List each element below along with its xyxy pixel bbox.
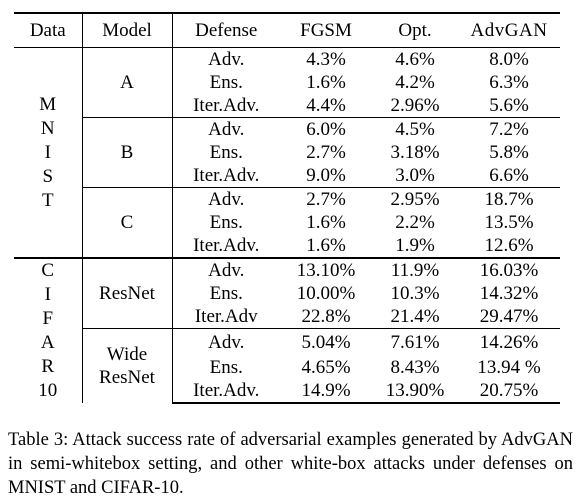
opt-cell: 3.18%	[390, 141, 440, 163]
header-row: Data Model Defense FGSM Opt. AdvGAN	[14, 13, 560, 48]
opt-cell: 4.2%	[395, 71, 435, 93]
table-row: Ens. 4.65% 8.43% 13.94 %	[14, 356, 560, 379]
header-advgan: AdvGAN	[470, 20, 548, 41]
advgan-cell: 14.26%	[458, 328, 560, 356]
dataset-name: C I F A R 10	[38, 260, 58, 401]
defense-cell: Iter.Adv.	[171, 379, 280, 404]
fgsm-cell: 6.0%	[280, 117, 372, 141]
defense-cell: Ens.	[171, 71, 280, 94]
model-label-b: B	[81, 117, 172, 188]
fgsm-cell: 4.4%	[306, 94, 346, 116]
defense-cell: Adv.	[171, 328, 280, 356]
dataset-name: M N I S T	[39, 93, 57, 211]
fgsm-cell: 1.6%	[306, 211, 346, 233]
defense-cell: Ens.	[171, 141, 280, 164]
header-model: Model	[81, 13, 172, 48]
defense-cell: Iter.Adv	[171, 305, 280, 329]
advgan-cell: 7.2%	[458, 117, 560, 141]
defense-cell: Ens.	[171, 211, 280, 234]
opt-cell: 4.6%	[372, 47, 458, 71]
defense-cell: Iter.Adv.	[171, 164, 280, 188]
table-row: C Adv. 2.7% 2.95% 18.7%	[14, 187, 560, 258]
fgsm-cell: 1.6%	[306, 234, 346, 256]
results-table: Data Model Defense FGSM Opt. AdvGAN M N …	[14, 12, 560, 404]
advgan-cell: 5.6%	[489, 94, 529, 116]
defense-cell: Adv.	[171, 117, 280, 141]
opt-cell: 8.43%	[390, 356, 440, 378]
defense-cell: Iter.Adv.	[171, 94, 280, 118]
fgsm-cell: 4.65%	[301, 356, 351, 378]
table-row: Ens. 1.6% 4.2% 6.3%	[14, 71, 560, 94]
defense-cell: Ens.	[171, 282, 280, 305]
advgan-cell: 20.75%	[458, 379, 560, 404]
model-label-resnet: ResNet	[81, 257, 172, 329]
advgan-cell: 12.6%	[484, 234, 534, 256]
advgan-cell: 16.03%	[458, 257, 560, 282]
header-opt: Opt.	[398, 20, 432, 41]
opt-cell: 2.2%	[395, 211, 435, 233]
table-row: Iter.Adv. 9.0% 3.0% 6.6%	[14, 164, 560, 188]
fgsm-cell: 13.10%	[280, 257, 372, 282]
table-row: Ens. 1.6% 2.2% 13.5%	[14, 211, 560, 234]
opt-cell: 13.90%	[372, 379, 458, 404]
advgan-cell: 14.32%	[479, 282, 539, 304]
opt-cell: 3.0%	[395, 164, 435, 186]
model-label-a: A	[81, 47, 172, 118]
advgan-cell: 6.3%	[489, 71, 529, 93]
fgsm-cell: 2.7%	[306, 141, 346, 163]
table-row: M N I S T A Adv. 4.3% 4.6% 8.0%	[14, 47, 560, 258]
opt-cell: 10.3%	[390, 282, 440, 304]
fgsm-cell: 9.0%	[306, 164, 346, 186]
advgan-cell: 18.7%	[458, 187, 560, 211]
fgsm-cell: 4.3%	[280, 47, 372, 71]
header-data: Data	[29, 20, 66, 41]
opt-cell: 2.96%	[390, 94, 440, 116]
advgan-cell: 5.8%	[489, 141, 529, 163]
fgsm-cell: 1.6%	[306, 71, 346, 93]
opt-cell: 4.5%	[372, 117, 458, 141]
table-row: Iter.Adv. 4.4% 2.96% 5.6%	[14, 94, 560, 118]
opt-cell: 2.95%	[372, 187, 458, 211]
opt-cell: 1.9%	[395, 234, 435, 256]
table-row: C I F A R 10 ResNet Adv. 13.10% 11.9% 16…	[14, 257, 560, 403]
advgan-cell: 13.94 %	[477, 356, 541, 378]
table-caption: Table 3: Attack success rate of adversar…	[8, 430, 573, 498]
opt-cell: 7.61%	[372, 328, 458, 356]
defense-cell: Adv.	[171, 257, 280, 282]
table-row: Ens. 10.00% 10.3% 14.32%	[14, 282, 560, 305]
table-row: Iter.Adv. 14.9% 13.90% 20.75%	[14, 379, 560, 404]
opt-cell: 11.9%	[372, 257, 458, 282]
defense-cell: Adv.	[171, 187, 280, 211]
table-row: Iter.Adv. 1.6% 1.9% 12.6%	[14, 234, 560, 258]
fgsm-cell: 22.8%	[301, 305, 351, 327]
fgsm-cell: 5.04%	[280, 328, 372, 356]
defense-cell: Adv.	[171, 47, 280, 71]
advgan-cell: 29.47%	[479, 305, 539, 327]
dataset-label-mnist: M N I S T	[14, 47, 82, 258]
table-row: Iter.Adv 22.8% 21.4% 29.47%	[14, 305, 560, 329]
table-row: B Adv. 6.0% 4.5% 7.2%	[14, 117, 560, 188]
table-row: Wide ResNet Adv. 5.04% 7.61% 14.26%	[14, 328, 560, 403]
model-label-wide-resnet: Wide ResNet	[81, 328, 172, 403]
header-defense: Defense	[171, 13, 280, 48]
results-table-container: Data Model Defense FGSM Opt. AdvGAN M N …	[14, 12, 560, 404]
fgsm-cell: 14.9%	[280, 379, 372, 404]
model-label-c: C	[81, 187, 172, 258]
table-row: Ens. 2.7% 3.18% 5.8%	[14, 141, 560, 164]
fgsm-cell: 10.00%	[296, 282, 356, 304]
fgsm-cell: 2.7%	[280, 187, 372, 211]
opt-cell: 21.4%	[390, 305, 440, 327]
defense-cell: Ens.	[171, 356, 280, 379]
advgan-cell: 13.5%	[484, 211, 534, 233]
advgan-cell: 8.0%	[458, 47, 560, 71]
defense-cell: Iter.Adv.	[171, 234, 280, 258]
dataset-label-cifar10: C I F A R 10	[14, 257, 82, 403]
advgan-cell: 6.6%	[489, 164, 529, 186]
header-fgsm: FGSM	[300, 20, 352, 41]
